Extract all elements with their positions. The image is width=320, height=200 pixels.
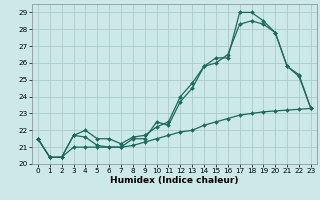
X-axis label: Humidex (Indice chaleur): Humidex (Indice chaleur) [110,176,239,185]
